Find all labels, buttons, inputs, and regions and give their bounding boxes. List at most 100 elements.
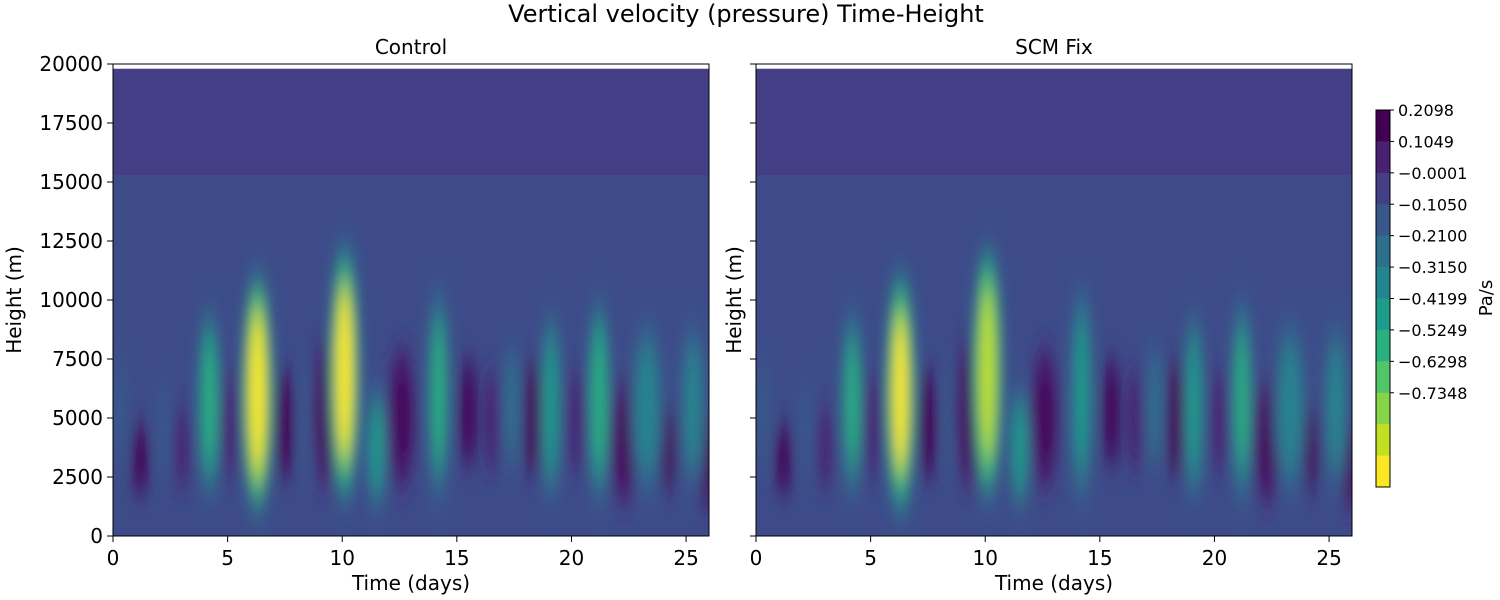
y-tick-label: 0 xyxy=(90,524,103,548)
y-axis-label-scm-fix: Height (m) xyxy=(722,246,746,354)
colorbar-tick-label: −0.3150 xyxy=(1398,258,1467,277)
y-tick-label: 7500 xyxy=(52,347,103,371)
y-tick-label: 15000 xyxy=(39,170,103,194)
contour-feature xyxy=(616,396,632,488)
contour-feature xyxy=(1037,366,1053,470)
x-tick-label: 20 xyxy=(1202,546,1227,570)
y-axis-control: 0 2500 5000 7500 10000 12500 15000 17500 20000 xyxy=(39,52,113,548)
x-axis-label-scm-fix: Time (days) xyxy=(994,571,1113,595)
contour-feature xyxy=(980,293,995,453)
contour-feature xyxy=(525,359,540,477)
contour-feature xyxy=(817,405,832,490)
colorbar-segment xyxy=(1376,298,1390,331)
colorbar-label: Pa/s xyxy=(1476,280,1497,317)
y-axis-label-control: Height (m) xyxy=(2,246,26,354)
x-tick-label: 0 xyxy=(107,546,120,570)
colorbar-segment xyxy=(1376,424,1390,457)
colorbar-tick-label: −0.1050 xyxy=(1398,195,1467,214)
contour-feature xyxy=(394,366,410,470)
panel-title-control: Control xyxy=(375,35,447,59)
contour-feature xyxy=(943,366,959,470)
y-tick-label: 5000 xyxy=(52,406,103,430)
colorbar-segment xyxy=(1376,172,1390,205)
contour-feature xyxy=(337,293,352,453)
colorbar-segment xyxy=(1376,267,1390,299)
x-tick-label: 20 xyxy=(559,546,584,570)
colorbar-tick-label: −0.2100 xyxy=(1398,227,1467,246)
contour-feature xyxy=(432,323,445,466)
contour-feature xyxy=(113,356,127,468)
x-tick-label: 25 xyxy=(1316,546,1341,570)
colorbar-tick-label: −0.4199 xyxy=(1398,290,1467,309)
contour-feature xyxy=(1281,348,1299,469)
contour-feature xyxy=(865,368,881,480)
contour-feature xyxy=(1236,332,1248,469)
colorbar-segment xyxy=(1376,110,1390,142)
contour-feature xyxy=(277,368,293,480)
x-axis-scm-fix: 0 5 10 15 20 25 xyxy=(750,536,1342,570)
y-tick-label: 20000 xyxy=(39,52,103,76)
x-tick-label: 15 xyxy=(1087,546,1112,570)
x-tick-label: 15 xyxy=(444,546,469,570)
contour-feature xyxy=(174,405,189,490)
colorbar-tick-label: −0.6298 xyxy=(1398,352,1467,371)
field-top-gap xyxy=(756,64,1352,69)
contour-feature xyxy=(483,367,499,474)
contour-feature xyxy=(1147,347,1163,465)
contour-feature xyxy=(776,423,791,495)
contour-feature xyxy=(1188,341,1200,472)
x-tick-label: 0 xyxy=(750,546,763,570)
feature-layer xyxy=(113,238,709,522)
contour-feature xyxy=(920,368,936,480)
field-top-gap xyxy=(113,64,709,69)
x-tick-label: 10 xyxy=(973,546,998,570)
figure-title: Vertical velocity (pressure) Time-Height xyxy=(508,0,984,28)
contour-feature xyxy=(1103,356,1119,468)
colorbar-tick-label: −0.0001 xyxy=(1398,164,1467,183)
contour-feature xyxy=(545,341,557,472)
y-axis-scm-fix xyxy=(750,63,756,537)
x-tick-label: 10 xyxy=(330,546,355,570)
contour-feature xyxy=(1168,359,1183,477)
y-tick-label: 10000 xyxy=(39,288,103,312)
contour-feature xyxy=(370,405,383,490)
contour-feature xyxy=(638,348,656,469)
contour-feature xyxy=(799,384,814,476)
colorbar-tick-label: 0.1049 xyxy=(1398,132,1454,151)
feature-layer xyxy=(756,238,1352,521)
colorbar-segment xyxy=(1376,329,1390,362)
colorbar-tick-label: 0.2098 xyxy=(1398,101,1454,120)
contour-field-control xyxy=(113,64,709,536)
y-tick-label: 17500 xyxy=(39,111,103,135)
colorbar-segment xyxy=(1376,204,1390,237)
contour-feature xyxy=(684,341,702,472)
contour-feature xyxy=(1327,341,1345,472)
contour-feature xyxy=(846,339,859,466)
colorbar-ticks: 0.2098 0.1049 −0.0001 −0.1050 −0.2100 −0.3150… xyxy=(1390,101,1467,403)
x-axis-label-control: Time (days) xyxy=(351,571,470,595)
contour-field-scm-fix xyxy=(756,64,1352,536)
contour-feature xyxy=(1013,405,1026,490)
contour-feature xyxy=(250,318,265,468)
contour-feature xyxy=(593,332,605,469)
x-tick-label: 25 xyxy=(673,546,698,570)
y-tick-label: 12500 xyxy=(39,229,103,253)
panel-title-scm-fix: SCM Fix xyxy=(1015,35,1093,59)
contour-feature xyxy=(1075,323,1088,466)
contour-feature xyxy=(1126,367,1142,474)
contour-feature xyxy=(460,356,476,468)
colorbar: 0.2098 0.1049 −0.0001 −0.1050 −0.2100 −0.3150… xyxy=(1375,101,1497,488)
x-tick-label: 5 xyxy=(221,546,234,570)
colorbar-segment xyxy=(1376,235,1390,268)
x-tick-label: 5 xyxy=(864,546,877,570)
colorbar-segment xyxy=(1376,455,1390,488)
x-axis-control: 0 5 10 15 20 25 xyxy=(107,536,699,570)
contour-feature xyxy=(568,367,584,474)
colorbar-segment xyxy=(1376,141,1390,174)
colorbar-fill xyxy=(1376,110,1390,488)
contour-feature xyxy=(893,318,908,468)
contour-feature xyxy=(1259,396,1275,488)
contour-feature xyxy=(133,423,148,495)
y-tick-label: 2500 xyxy=(52,465,103,489)
